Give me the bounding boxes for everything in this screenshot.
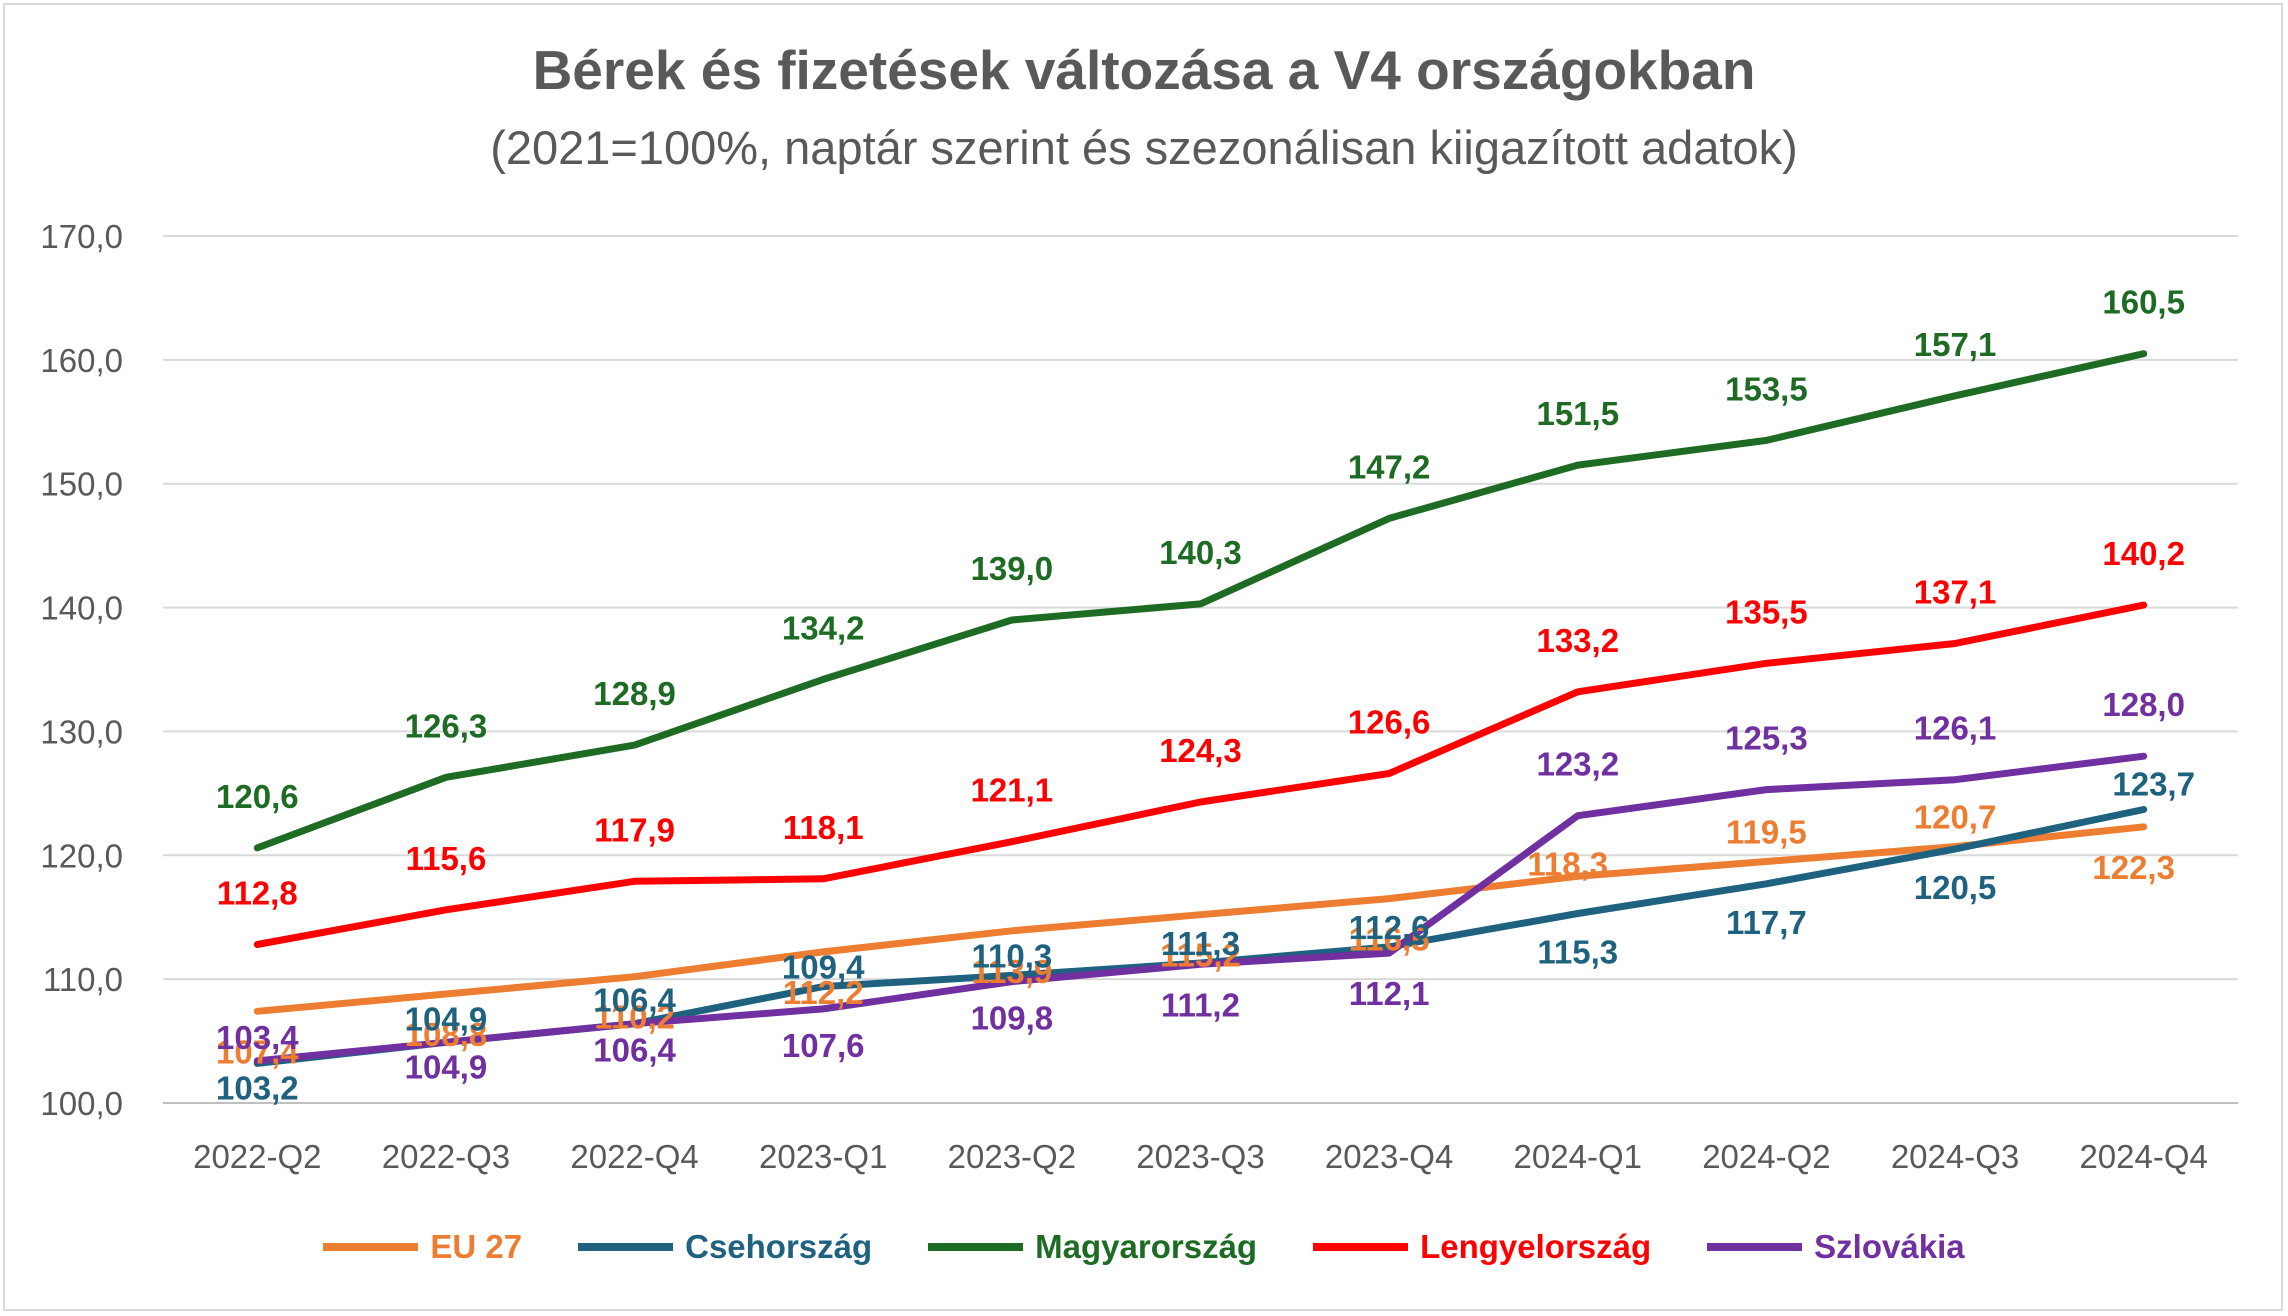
data-label: 124,3	[1159, 732, 1242, 769]
data-label: 112,8	[217, 874, 298, 911]
data-label: 116,5	[1349, 921, 1430, 958]
data-label: 140,2	[2102, 535, 2185, 572]
data-label: 117,7	[1726, 904, 1807, 941]
y-tick-label: 100,0	[40, 1085, 123, 1122]
legend-item-magyarorszag: Magyarország	[928, 1228, 1257, 1266]
chart-frame	[3, 3, 2283, 1311]
data-label: 120,7	[1914, 799, 1997, 836]
data-label: 103,2	[216, 1069, 299, 1106]
data-label: 106,4	[593, 982, 676, 1019]
x-tick-label: 2022-Q2	[193, 1138, 321, 1175]
data-label: 118,3	[1527, 845, 1608, 882]
data-label: 153,5	[1725, 370, 1808, 407]
data-label: 126,6	[1348, 704, 1431, 741]
legend-swatch	[578, 1243, 674, 1251]
data-label: 122,3	[2092, 849, 2175, 886]
x-tick-label: 2023-Q3	[1136, 1138, 1264, 1175]
series-line-2	[253, 350, 2148, 852]
y-tick-label: 110,0	[43, 961, 123, 998]
data-label: 111,2	[1161, 986, 1240, 1023]
y-tick-label: 150,0	[40, 466, 123, 503]
data-label: 107,6	[782, 1027, 865, 1064]
y-tick-label: 160,0	[40, 342, 123, 379]
data-label: 123,7	[2112, 765, 2195, 802]
legend-item-szlovakia: Szlovákia	[1707, 1228, 1965, 1266]
data-label: 113,9	[971, 953, 1052, 990]
y-tick-label: 120,0	[40, 837, 123, 874]
data-label: 125,3	[1725, 720, 1808, 757]
legend-label: EU 27	[430, 1228, 523, 1265]
chart-title: Bérek és fizetések változása a V4 ország…	[532, 39, 1756, 101]
legend-item-eu27: EU 27	[323, 1228, 522, 1266]
data-label: 121,1	[971, 772, 1054, 809]
data-label: 135,5	[1725, 593, 1808, 630]
data-label: 104,9	[405, 1000, 488, 1037]
data-label: 111,3	[1161, 925, 1240, 962]
x-tick-label: 2022-Q3	[382, 1138, 510, 1175]
data-label: 123,2	[1536, 746, 1619, 783]
data-label: 137,1	[1914, 573, 1997, 610]
data-label: 157,1	[1914, 326, 1997, 363]
series-line-4	[253, 752, 2148, 1065]
data-label: 112,2	[783, 974, 864, 1011]
data-label: 128,0	[2102, 686, 2185, 723]
y-tick-label: 140,0	[40, 590, 123, 627]
legend-swatch	[928, 1243, 1024, 1251]
x-tick-label: 2024-Q2	[1702, 1138, 1830, 1175]
data-label: 109,4	[782, 949, 865, 986]
x-tick-label: 2023-Q2	[948, 1138, 1076, 1175]
data-label: 112,1	[1349, 975, 1430, 1012]
series-line-3	[253, 601, 2148, 948]
x-tick-label: 2024-Q3	[1891, 1138, 2019, 1175]
y-tick-label: 170,0	[40, 218, 123, 255]
data-label: 139,0	[971, 550, 1054, 587]
data-label: 110,2	[594, 999, 675, 1036]
data-label: 117,9	[594, 811, 675, 848]
legend-swatch	[323, 1243, 419, 1251]
legend-label: Lengyelország	[1420, 1228, 1652, 1265]
data-label: 109,8	[971, 1000, 1054, 1037]
data-label: 107,4	[216, 1033, 299, 1070]
data-label: 108,8	[405, 1016, 488, 1053]
data-label: 151,5	[1536, 395, 1619, 432]
legend-label: Magyarország	[1035, 1228, 1258, 1265]
data-label: 133,2	[1536, 622, 1619, 659]
data-label: 106,4	[593, 1032, 676, 1069]
data-label: 120,5	[1914, 869, 1997, 906]
legend-item-csehorszag: Csehország	[578, 1228, 872, 1266]
data-label: 147,2	[1348, 448, 1431, 485]
data-label: 112,6	[1349, 909, 1430, 946]
data-label: 120,6	[216, 778, 299, 815]
data-label: 104,9	[405, 1048, 488, 1085]
series-line-0	[253, 823, 2148, 1015]
legend-swatch	[1707, 1243, 1803, 1251]
x-tick-label: 2023-Q1	[759, 1138, 887, 1175]
data-label: 115,3	[1537, 933, 1618, 970]
x-tick-label: 2024-Q1	[1514, 1138, 1642, 1175]
data-label: 115,6	[406, 840, 487, 877]
legend-label: Csehország	[685, 1228, 873, 1265]
legend-label: Szlovákia	[1814, 1228, 1965, 1265]
legend-item-lengyelorszag: Lengyelország	[1313, 1228, 1651, 1266]
data-label: 126,3	[405, 707, 488, 744]
chart-subtitle: (2021=100%, naptár szerint és szezonális…	[490, 121, 1798, 174]
legend: EU 27 Csehország Magyarország Lengyelors…	[0, 1222, 2288, 1272]
data-label: 103,4	[216, 1019, 299, 1056]
x-tick-label: 2023-Q4	[1325, 1138, 1453, 1175]
x-tick-label: 2024-Q4	[2079, 1138, 2207, 1175]
x-tick-label: 2022-Q4	[570, 1138, 698, 1175]
data-label: 118,1	[783, 809, 864, 846]
data-label: 119,5	[1726, 813, 1807, 850]
data-label: 126,1	[1914, 710, 1997, 747]
data-label: 134,2	[782, 609, 865, 646]
data-label: 160,5	[2102, 284, 2185, 321]
data-label: 110,3	[971, 937, 1052, 974]
data-label: 128,9	[593, 675, 676, 712]
y-tick-label: 130,0	[40, 713, 123, 750]
data-label: 140,3	[1159, 534, 1242, 571]
legend-swatch	[1313, 1243, 1409, 1251]
data-label: 115,2	[1160, 937, 1241, 974]
